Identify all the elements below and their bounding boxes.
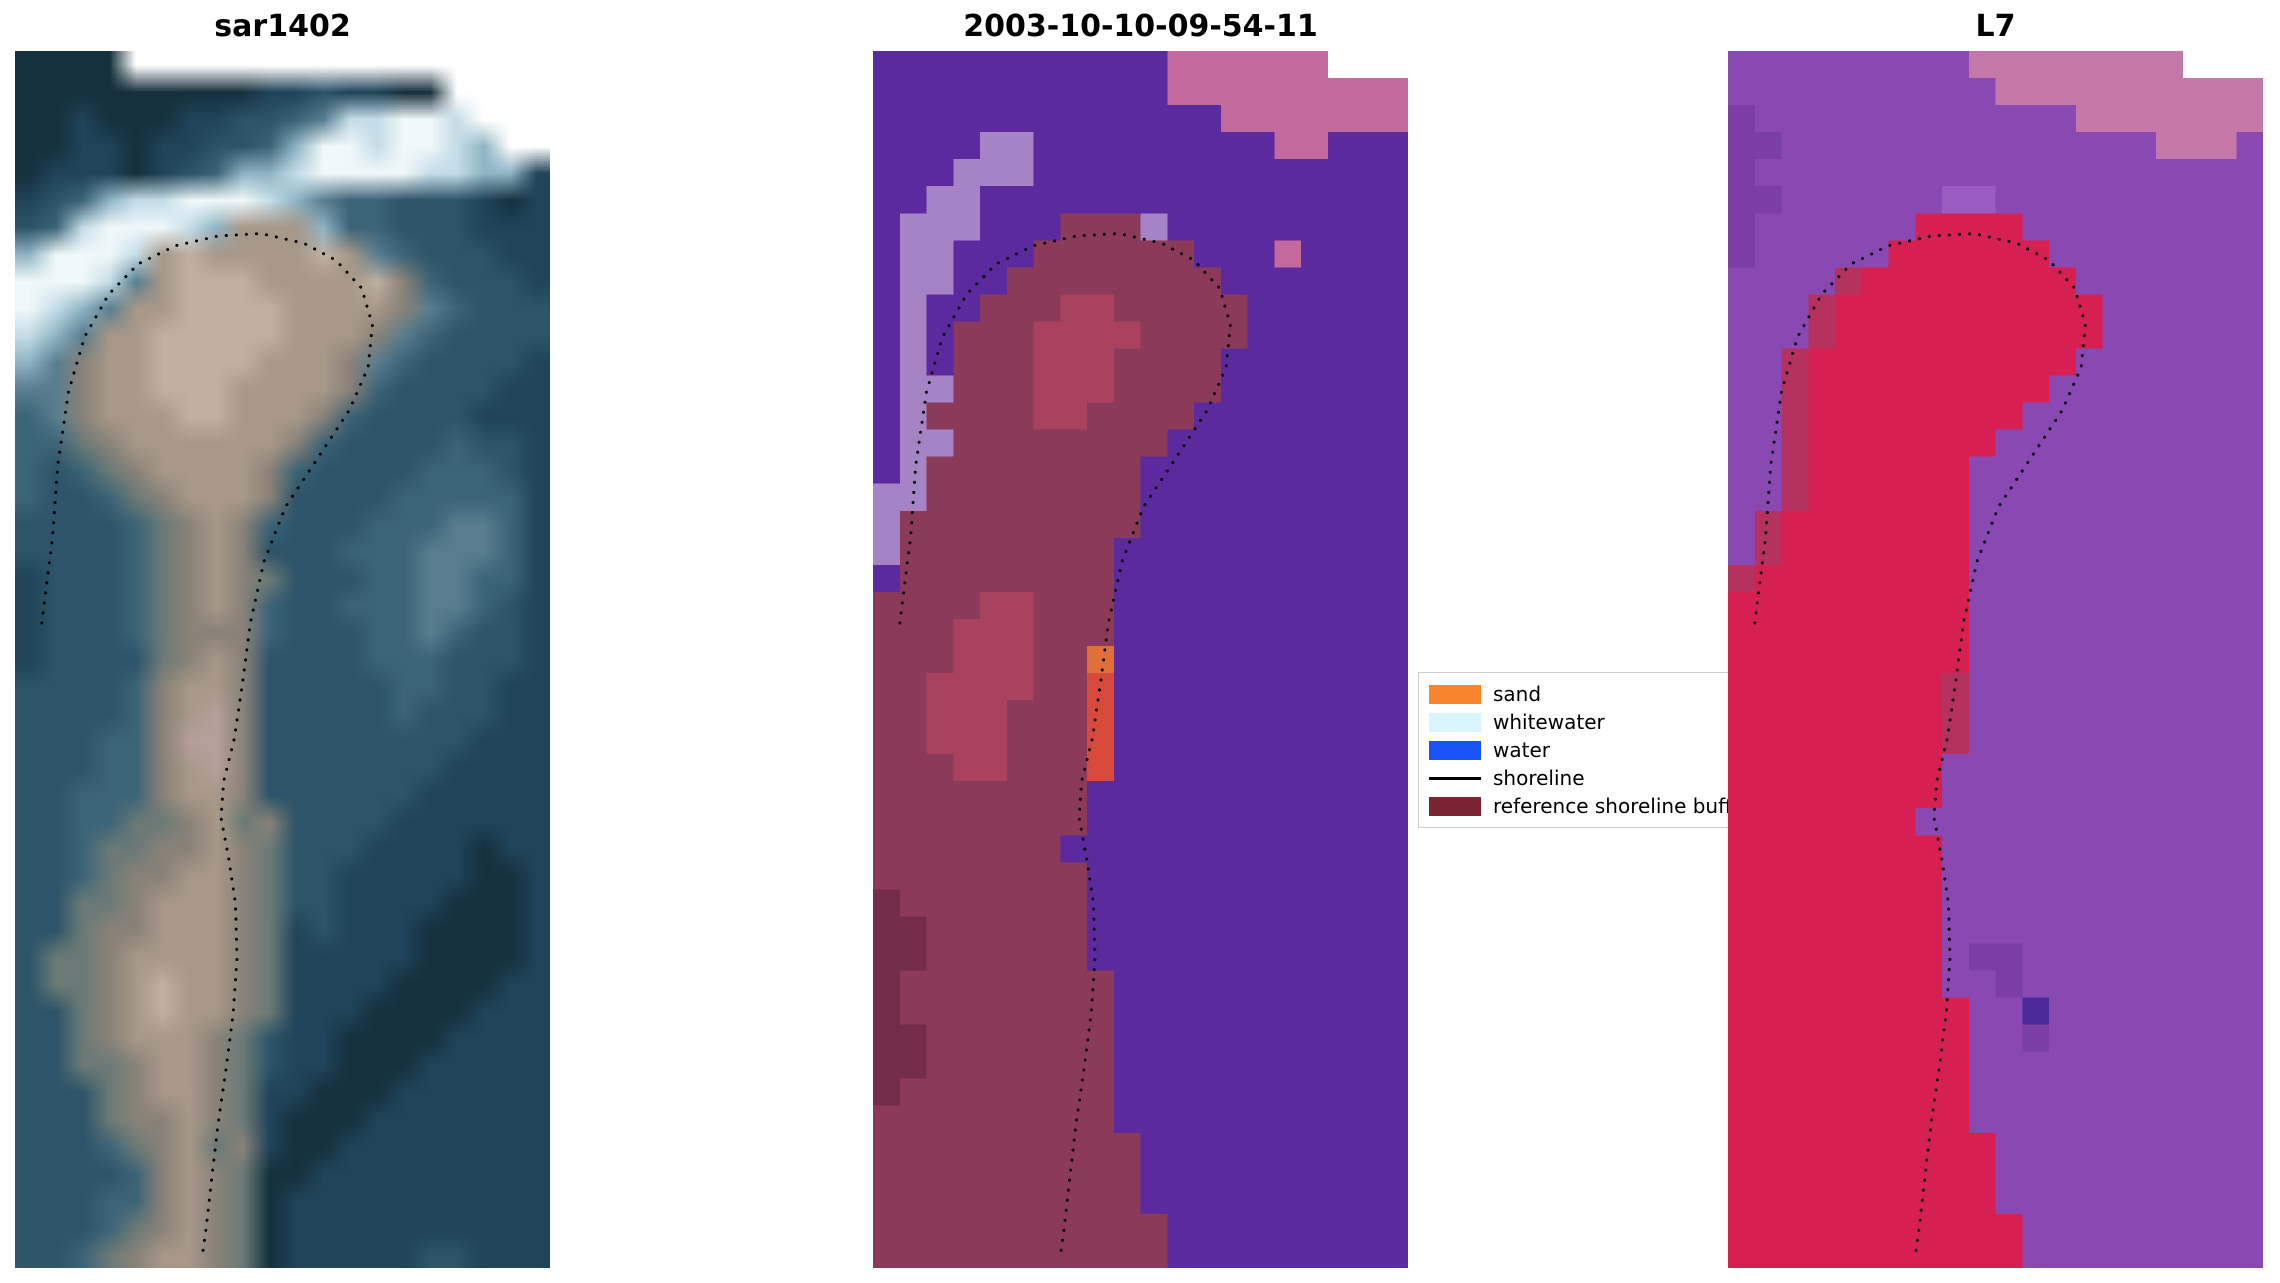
panel-title-classified-date: 2003-10-10-09-54-11 bbox=[963, 9, 1318, 44]
legend-entry-reference-shoreline-buffer: reference shoreline buffer bbox=[1429, 793, 1735, 819]
whitewater-swatch bbox=[1429, 712, 1481, 732]
panel-l7 bbox=[1728, 51, 2263, 1268]
legend-label: shoreline bbox=[1493, 766, 1585, 790]
water-swatch bbox=[1429, 740, 1481, 760]
shoreline-swatch bbox=[1429, 776, 1481, 780]
panel-title-sar1402: sar1402 bbox=[214, 9, 351, 44]
l7-shoreline bbox=[1753, 231, 2087, 1258]
sar1402-canvas bbox=[15, 51, 550, 1268]
legend-entry-shoreline: shoreline bbox=[1429, 765, 1725, 791]
reference-shoreline-buffer-swatch bbox=[1429, 796, 1481, 816]
classified-canvas bbox=[873, 51, 1408, 1268]
legend-entry-whitewater: whitewater bbox=[1429, 709, 1725, 735]
legend-entry-sand: sand bbox=[1429, 681, 1725, 707]
legend: sand whitewater water shoreline reference sh… bbox=[1418, 672, 1736, 828]
legend-label: reference shoreline buffer bbox=[1493, 794, 1736, 818]
legend-label: sand bbox=[1493, 682, 1542, 706]
legend-label: whitewater bbox=[1493, 710, 1605, 734]
panel-sar1402 bbox=[15, 51, 550, 1268]
legend-label: water bbox=[1493, 738, 1550, 762]
panel-title-l7: L7 bbox=[1975, 9, 2016, 44]
sar1402-shoreline bbox=[40, 231, 374, 1258]
panel-classified bbox=[873, 51, 1408, 1268]
legend-entry-water: water bbox=[1429, 737, 1725, 763]
l7-canvas bbox=[1728, 51, 2263, 1268]
classified-shoreline bbox=[898, 231, 1232, 1258]
sand-swatch bbox=[1429, 684, 1481, 704]
